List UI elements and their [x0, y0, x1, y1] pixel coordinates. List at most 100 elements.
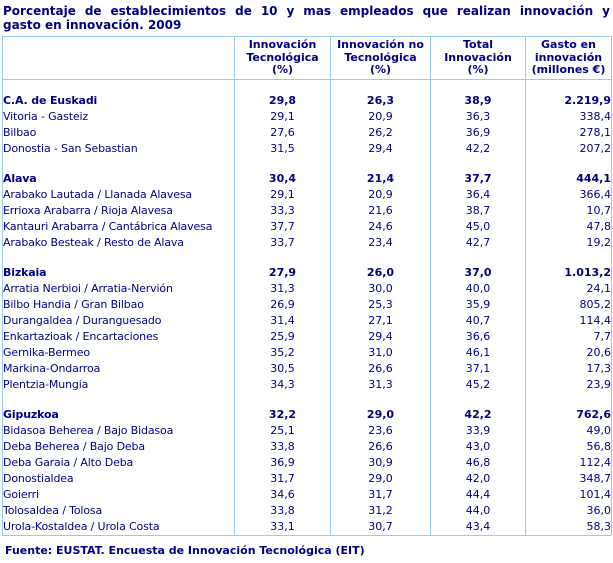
territory-label: Kantauri Arabarra / Cantábrica Alavesa: [2, 219, 235, 235]
table-row: Bidasoa Beherea / Bajo Bidasoa 25,1 23,6 33…: [2, 423, 612, 439]
value-percent: 43,0: [430, 439, 526, 455]
value-percent: 31,7: [234, 471, 331, 487]
table-row: Arratia Nerbioi / Arratia-Nervión 31,3 30,…: [2, 281, 612, 297]
value-percent: 26,0: [330, 265, 431, 281]
territory-label: Bizkaia: [2, 265, 235, 281]
table-row: Plentzia-Mungia 34,3 31,3 45,2 23,9: [2, 377, 612, 393]
value-percent: 32,2: [234, 407, 331, 423]
territory-label: Arratia Nerbioi / Arratia-Nervión: [2, 281, 235, 297]
value-percent: 42,0: [430, 471, 526, 487]
table-row: Kantauri Arabarra / Cantábrica Alavesa 37…: [2, 219, 612, 235]
spacer-cell: [430, 251, 526, 265]
header-line: Innovación no: [337, 38, 424, 51]
spacer-cell: [2, 157, 235, 171]
value-percent: 44,4: [430, 487, 526, 503]
value-percent: 37,7: [430, 171, 526, 187]
value-percent: 34,3: [234, 377, 331, 393]
territory-label: Deba Beherea / Bajo Deba: [2, 439, 235, 455]
value-gasto: 36,0: [525, 503, 612, 519]
territory-label: Bidasoa Beherea / Bajo Bidasoa: [2, 423, 235, 439]
territory-label: Markina-Ondarroa: [2, 361, 235, 377]
header-line: Innovación: [444, 50, 512, 64]
value-gasto: 19,2: [525, 235, 612, 251]
value-percent: 26,9: [234, 297, 331, 313]
territory-label: Goierri: [2, 487, 235, 503]
spacer-cell: [234, 251, 331, 265]
table-row: Errioxa Arabarra / Rioja Alavesa 33,3 21,6…: [2, 203, 612, 219]
value-percent: 33,3: [234, 203, 331, 219]
value-gasto: 24,1: [525, 281, 612, 297]
header-line: (millones €): [531, 63, 606, 76]
spacer-cell: [234, 79, 331, 93]
value-percent: 36,4: [430, 187, 526, 203]
spacer-cell: [525, 157, 612, 171]
value-percent: 31,7: [330, 487, 431, 503]
header-total-innovacion: Total Innovación (%): [430, 36, 526, 80]
value-gasto: 49,0: [525, 423, 612, 439]
value-percent: 29,0: [330, 407, 431, 423]
value-gasto: 348,7: [525, 471, 612, 487]
value-gasto: 17,3: [525, 361, 612, 377]
value-percent: 31,3: [234, 281, 331, 297]
table-header-row: Innovación Tecnológica (%) Innovación no Te…: [2, 36, 612, 80]
value-percent: 33,8: [234, 503, 331, 519]
value-percent: 20,9: [330, 109, 431, 125]
value-percent: 27,6: [234, 125, 331, 141]
value-percent: 38,7: [430, 203, 526, 219]
value-percent: 31,0: [330, 345, 431, 361]
spacer-cell: [430, 157, 526, 171]
value-percent: 25,9: [234, 329, 331, 345]
value-percent: 29,0: [330, 471, 431, 487]
value-percent: 30,5: [234, 361, 331, 377]
value-gasto: 56,8: [525, 439, 612, 455]
spacer-cell: [234, 393, 331, 407]
value-gasto: 20,6: [525, 345, 612, 361]
value-percent: 36,9: [234, 455, 331, 471]
value-percent: 37,7: [234, 219, 331, 235]
territory-label: Bilbo Handia / Gran Bilbao: [2, 297, 235, 313]
territory-label: Urola-Kostaldea / Urola Costa: [2, 519, 235, 536]
header-line: (%): [369, 63, 392, 76]
territory-label: Tolosaldea / Tolosa: [2, 503, 235, 519]
source-note: Fuente: EUSTAT. Encuesta de Innovación T…: [5, 544, 365, 557]
table-row: Enkartazioak / Encartaciones 25,9 29,4 36,6…: [2, 329, 612, 345]
spacer-cell: [330, 393, 431, 407]
table-row: Bilbo Handia / Gran Bilbao 26,9 25,3 35,9 80…: [2, 297, 612, 313]
value-gasto: 7,7: [525, 329, 612, 345]
territory-label: Gernika-Bermeo: [2, 345, 235, 361]
value-percent: 35,2: [234, 345, 331, 361]
value-gasto: 762,6: [525, 407, 612, 423]
table-row: Arabako Besteak / Resto de Alava 33,7 23,4…: [2, 235, 612, 251]
table-row: Donostialdea 31,7 29,0 42,0 348,7: [2, 471, 612, 487]
value-percent: 40,0: [430, 281, 526, 297]
value-percent: 42,2: [430, 407, 526, 423]
value-gasto: 805,2: [525, 297, 612, 313]
value-percent: 36,9: [430, 125, 526, 141]
value-percent: 38,9: [430, 93, 526, 109]
territory-label: Arabako Lautada / Llanada Alavesa: [2, 187, 235, 203]
spacer-row: [2, 393, 612, 407]
spacer-cell: [330, 251, 431, 265]
value-percent: 30,9: [330, 455, 431, 471]
table-row: Markina-Ondarroa 30,5 26,6 37,1 17,3: [2, 361, 612, 377]
spacer-cell: [525, 79, 612, 93]
value-percent: 29,8: [234, 93, 331, 109]
value-percent: 37,1: [430, 361, 526, 377]
value-gasto: 47,8: [525, 219, 612, 235]
spacer-cell: [430, 79, 526, 93]
value-gasto: 23,9: [525, 377, 612, 393]
value-percent: 21,4: [330, 171, 431, 187]
header-line: Gasto en: [541, 38, 596, 51]
value-percent: 31,3: [330, 377, 431, 393]
value-percent: 31,5: [234, 141, 331, 157]
header-gasto-innovacion: Gasto en innovación (millones €): [525, 36, 612, 80]
table-row: Deba Garaia / Alto Deba 36,9 30,9 46,8 112,4: [2, 455, 612, 471]
table-row-region-total: C.A. de Euskadi 29,8 26,3 38,9 2.219,9: [2, 93, 612, 109]
table-row-region-total: Gipuzkoa 32,2 29,0 42,2 762,6: [2, 407, 612, 423]
spacer-cell: [330, 157, 431, 171]
spacer-cell: [2, 251, 235, 265]
spacer-cell: [234, 157, 331, 171]
territory-label: Alava: [2, 171, 235, 187]
table-row: Goierri 34,6 31,7 44,4 101,4: [2, 487, 612, 503]
